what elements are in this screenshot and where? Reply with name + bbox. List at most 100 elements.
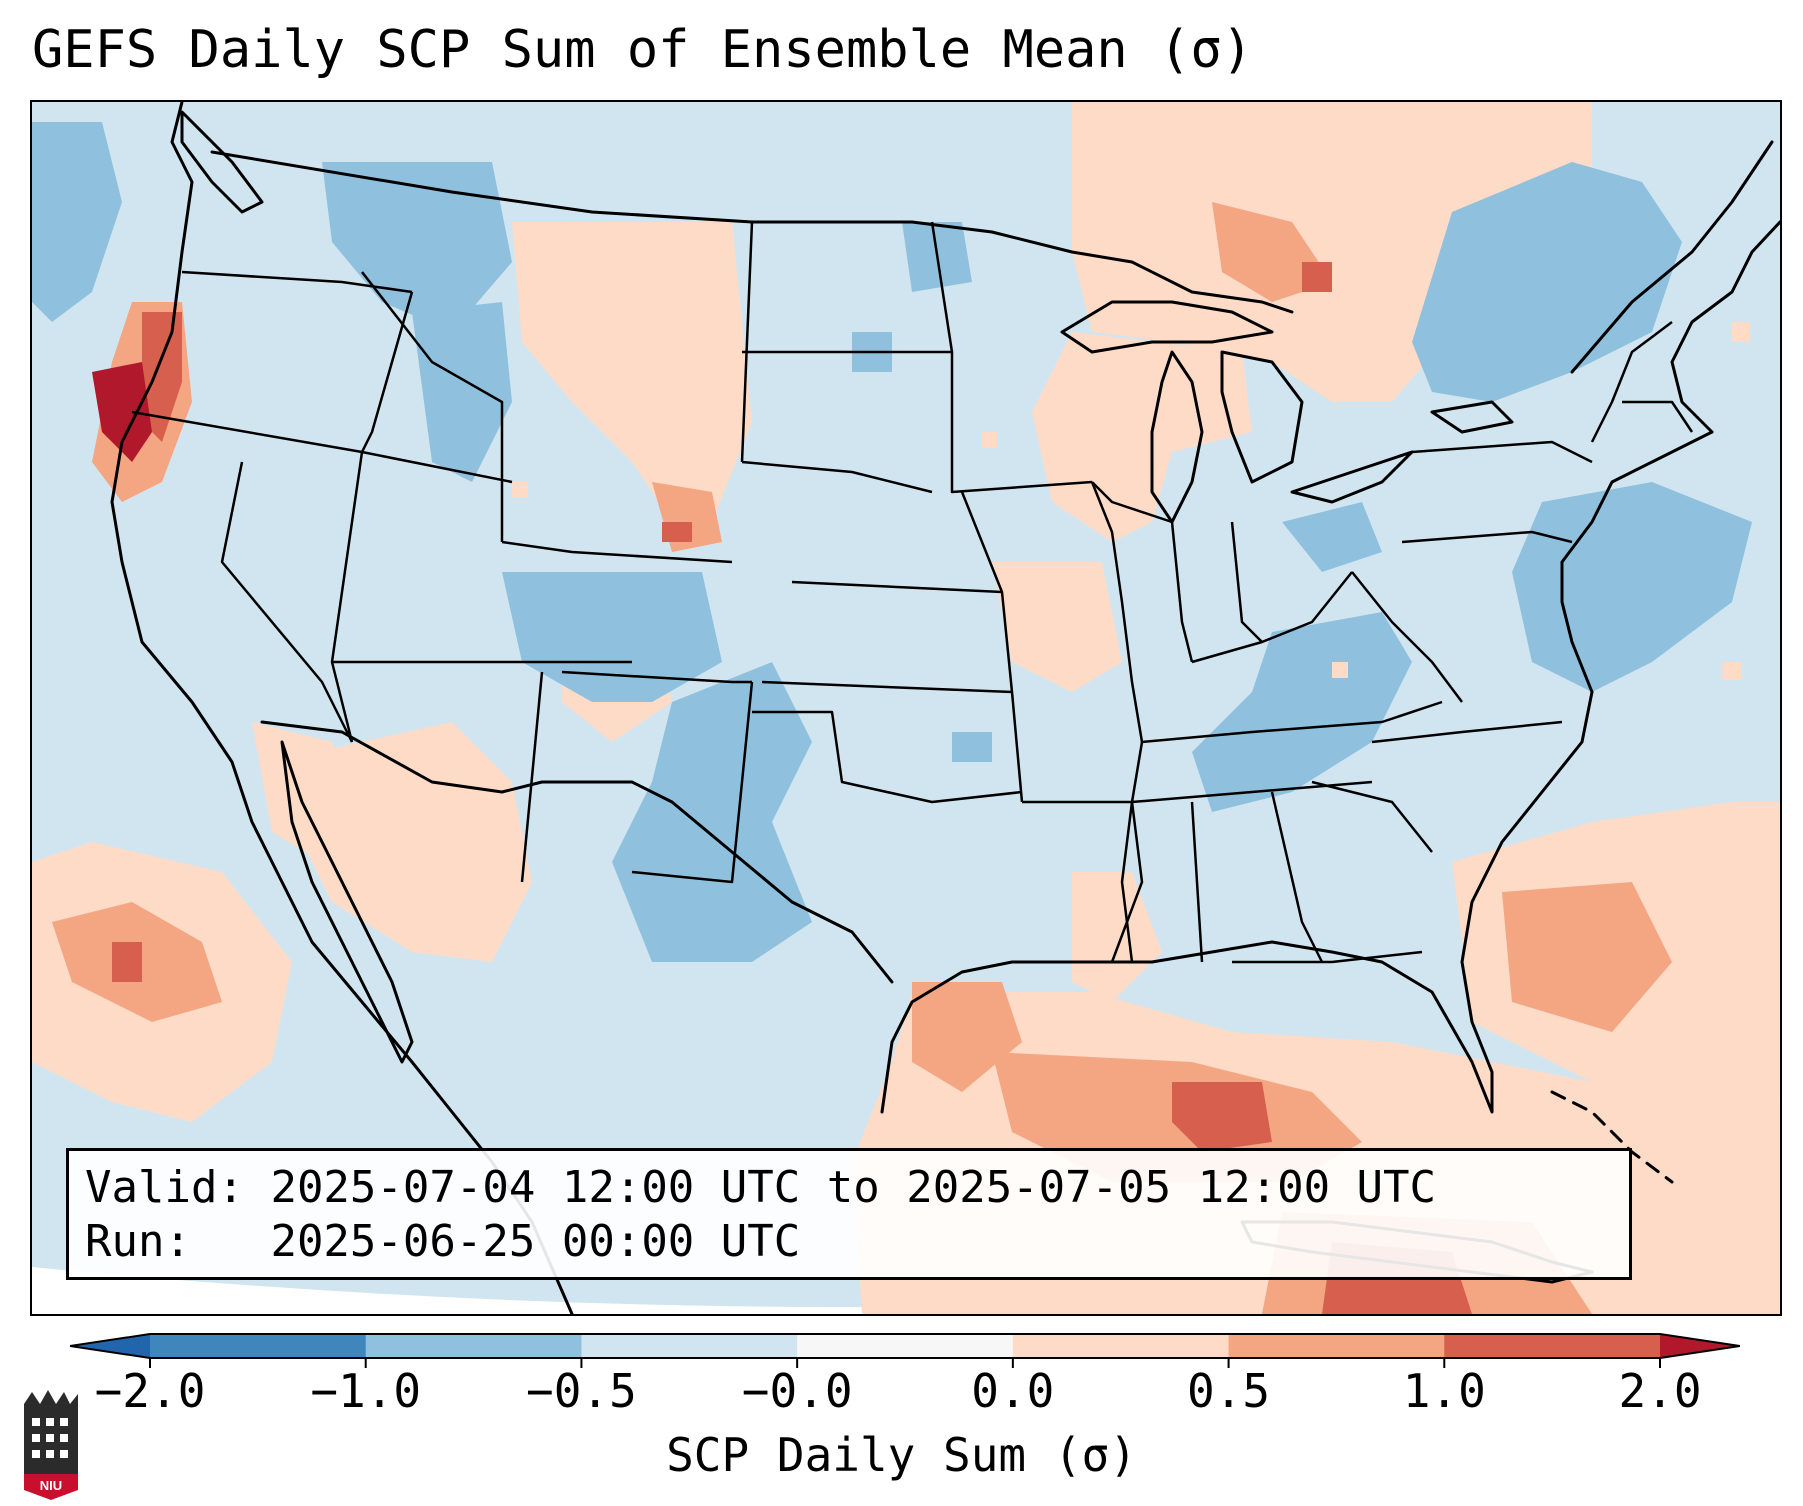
pa-southern-border xyxy=(1401,530,1573,544)
colorbar-label: SCP Daily Sum (σ) xyxy=(666,1428,1137,1482)
wv-va-border xyxy=(1351,571,1463,703)
colorbar-tick-label-6: 1.0 xyxy=(1402,1364,1486,1418)
mt-id-wy-border xyxy=(361,271,504,542)
minnesota-border xyxy=(930,221,1093,494)
pa-ny-border xyxy=(1411,440,1593,464)
patch-lower-mississippi xyxy=(1072,872,1162,1002)
patch-northern-california-coast xyxy=(92,362,152,462)
patch-oregon-coast xyxy=(142,312,182,442)
patch-southern-california xyxy=(252,722,362,862)
patch-ohio xyxy=(1282,502,1382,572)
wy-co-border xyxy=(501,540,733,564)
run-time: 2025-06-25 00:00 UTC xyxy=(270,1216,801,1267)
colorbar-segment-5 xyxy=(1228,1334,1445,1358)
speck-5 xyxy=(982,432,998,448)
colorbar-tick-label-3: −0.0 xyxy=(741,1364,853,1418)
colorbar-tick-label-7: 2.0 xyxy=(1618,1364,1702,1418)
colorbar-tick-label-4: 0.0 xyxy=(971,1364,1055,1418)
tn-southern-border xyxy=(1131,780,1373,804)
bahamas xyxy=(1550,1090,1674,1184)
valid-label: Valid: xyxy=(85,1162,244,1213)
az-nm-border xyxy=(520,671,544,883)
lake-huron xyxy=(1220,350,1304,484)
va-nc-border xyxy=(1371,720,1563,744)
ga-sc-border xyxy=(1311,780,1433,853)
colorbar-under-extension xyxy=(70,1334,150,1358)
patch-colorado xyxy=(502,572,722,702)
ga-fl-border xyxy=(1232,950,1423,964)
wa-or-border xyxy=(181,270,413,294)
sd-ne-border xyxy=(741,460,933,494)
patch-ontario-strong xyxy=(1302,262,1332,292)
atlantic-coastline xyxy=(1560,430,1714,694)
valid-run-info-box: Valid: 2025-07-04 12:00 UTC to 2025-07-0… xyxy=(66,1148,1632,1280)
patch-upper-great-lakes xyxy=(1032,332,1252,542)
map-svg xyxy=(32,102,1780,1314)
colorbar-tick-label-0: −2.0 xyxy=(94,1364,206,1418)
ky-tn-border xyxy=(1141,700,1443,744)
state-borders xyxy=(131,221,1694,964)
speck-2 xyxy=(1722,662,1742,680)
speck-3 xyxy=(512,482,528,498)
patch-idaho-montana xyxy=(322,162,512,332)
patch-colorado-strong xyxy=(662,522,692,542)
colorbar-tick-label-2: −0.5 xyxy=(526,1364,637,1418)
colorbar-segment-4 xyxy=(1012,1334,1230,1358)
patch-idaho-wyoming xyxy=(412,302,512,482)
nm-tx-border xyxy=(631,681,754,884)
patch-iowa-missouri xyxy=(992,562,1122,692)
mt-dakotas-border xyxy=(740,221,754,463)
positive-extreme-patches xyxy=(92,362,152,462)
positive-light-small xyxy=(512,322,1750,680)
ms-al-border xyxy=(1190,801,1204,963)
map-panel xyxy=(30,100,1782,1316)
ok-tx-border xyxy=(752,710,1023,804)
ohio-river xyxy=(1191,571,1353,664)
id-western-border xyxy=(360,291,414,453)
vancouver-island xyxy=(180,110,264,214)
patch-texas-panhandle xyxy=(612,662,812,962)
colorbar-segments xyxy=(70,1333,1740,1359)
speck-1 xyxy=(1732,322,1750,342)
gulf-coastline xyxy=(880,690,1594,1114)
negative-moderate-patches xyxy=(32,122,1752,962)
lake-erie xyxy=(1290,450,1414,504)
patch-southeast-texas-coast xyxy=(912,982,1022,1092)
colorbar-tick-label-1: −1.0 xyxy=(310,1364,422,1418)
speck-4 xyxy=(1332,662,1348,678)
colorbar-ticks xyxy=(149,1358,1661,1368)
patch-pacific-mexico-strong xyxy=(112,942,142,982)
patch-montana-wyoming xyxy=(512,222,752,522)
colorbar-segment-3 xyxy=(797,1334,1014,1358)
niu-logo: NIU xyxy=(24,1390,78,1500)
colorbar-segment-1 xyxy=(365,1334,582,1358)
colorbar-tick-label-5: 0.5 xyxy=(1187,1364,1271,1418)
patch-gulf-core xyxy=(1172,1082,1272,1152)
nv-ca-border xyxy=(220,461,354,743)
gulf-of-saint-lawrence xyxy=(1570,140,1774,374)
wi-il-border xyxy=(1091,481,1173,524)
iowa-missouri-border xyxy=(960,491,1024,803)
logo-text: NIU xyxy=(40,1478,62,1493)
baja-california xyxy=(280,740,414,1064)
lake-ontario xyxy=(1430,400,1514,434)
indiana-ohio xyxy=(1230,521,1263,643)
new-england-coastline xyxy=(1670,220,1780,434)
colorbar-segment-6 xyxy=(1444,1334,1661,1358)
colorbar-over-extension xyxy=(1660,1334,1740,1358)
colorbar xyxy=(70,1333,1740,1368)
ks-ok-border xyxy=(761,680,1013,694)
patch-atlantic-off-carolinas xyxy=(1502,882,1672,1032)
new-england-borders xyxy=(1590,321,1694,443)
lake-superior xyxy=(1060,300,1274,354)
ne-ks-border xyxy=(791,580,1003,594)
illinois-indiana xyxy=(1170,521,1194,663)
patch-virginia-carolina xyxy=(1192,612,1412,812)
mississippi-river xyxy=(1090,481,1144,963)
us-mexico-border xyxy=(260,720,894,984)
run-label: Run: xyxy=(85,1216,191,1267)
boundaries xyxy=(110,102,1780,1314)
co-nm-border xyxy=(561,670,752,684)
canada-us-border xyxy=(210,150,1294,314)
patch-saint-lawrence xyxy=(1412,162,1682,402)
